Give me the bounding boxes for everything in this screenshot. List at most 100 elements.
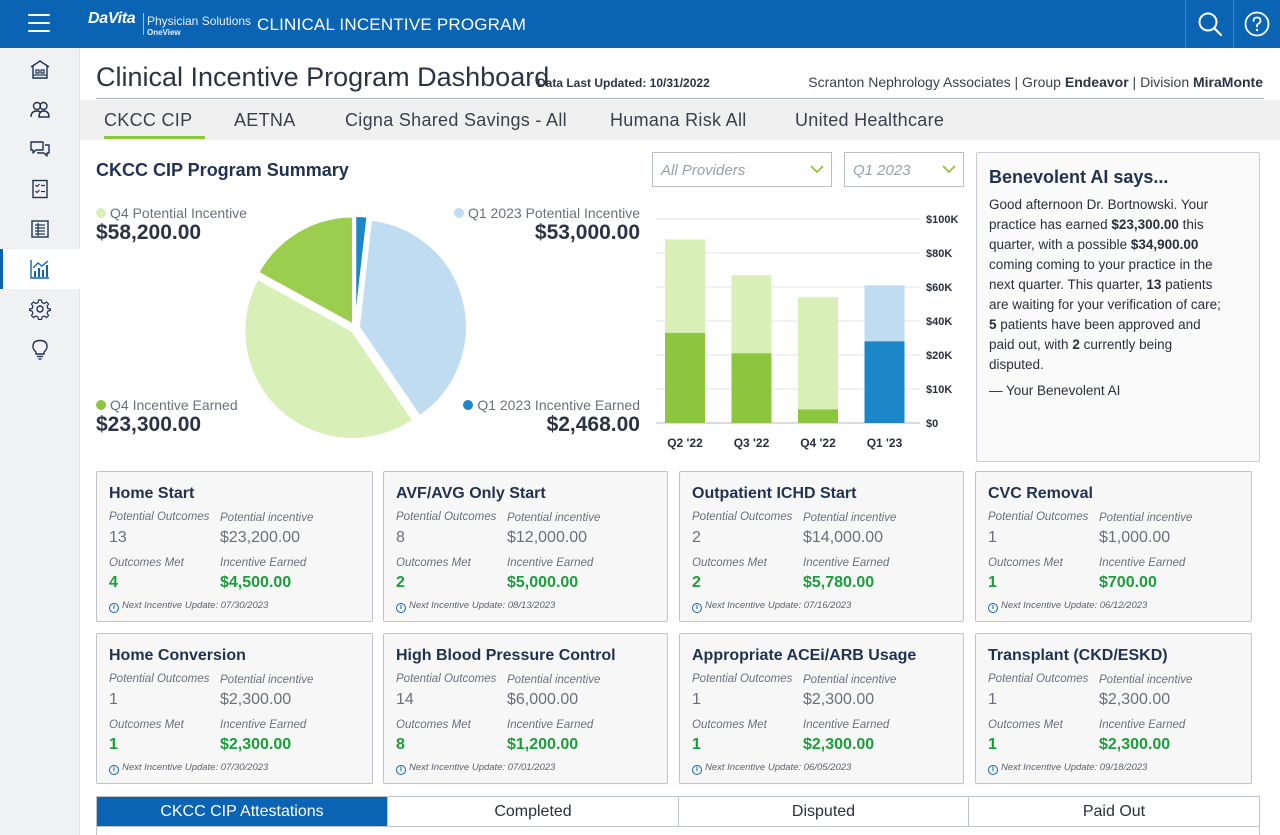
- incentive-earned-label: Incentive Earned: [220, 719, 307, 731]
- y-tick-label: $10K: [926, 384, 952, 396]
- potential-incentive-label: Potential incentive: [803, 512, 897, 524]
- potential-outcomes-label: Potential Outcomes: [109, 511, 210, 523]
- incentive-earned-value: $2,300.00: [220, 736, 292, 753]
- tab-aetna[interactable]: AETNA: [234, 110, 296, 130]
- info-icon: i: [692, 765, 702, 775]
- incentive-card[interactable]: Transplant (CKD/ESKD) Potential Outcomes P…: [975, 633, 1252, 784]
- incentive-card[interactable]: Home Start Potential Outcomes Potential in…: [96, 471, 373, 622]
- legend-dot: [453, 208, 464, 218]
- info-icon: i: [396, 603, 406, 613]
- ai-approved-count: 5: [989, 317, 997, 332]
- next-update: i Next Incentive Update: 07/16/2023: [692, 600, 851, 613]
- potential-outcomes-value: 1: [109, 691, 118, 708]
- sidebar-item-ideas[interactable]: [0, 329, 80, 369]
- group-name: Endeavor: [1064, 74, 1129, 90]
- potential-outcomes-value: 14: [396, 691, 414, 708]
- potential-outcomes-label: Potential Outcomes: [396, 673, 497, 685]
- legend-q1-earned: Q1 2023 Incentive Earned: [463, 397, 640, 413]
- potential-incentive-value: $23,200.00: [220, 529, 301, 546]
- logo-brand: DaVita: [88, 10, 136, 27]
- incentive-earned-label: Incentive Earned: [1099, 557, 1186, 569]
- q4-potential-amount: $58,200.00: [96, 221, 202, 244]
- y-tick-label: $80K: [926, 248, 952, 260]
- bar-earned: [665, 332, 705, 423]
- incentive-card[interactable]: Appropriate ACEi/ARB Usage Potential Outc…: [679, 633, 964, 784]
- sidebar-item-analytics[interactable]: [0, 249, 80, 289]
- quarterly-bar-chart: $0 $10K $20K $40K $60K $80K $100K Q2 '22 Q3 '22 Q…: [656, 214, 958, 450]
- next-update-label: Next Incentive Update:: [705, 600, 804, 611]
- next-update-date: 07/30/2023: [220, 762, 269, 773]
- x-tick-label: Q4 '22: [800, 436, 836, 450]
- potential-incentive-value: $2,300.00: [1099, 691, 1171, 708]
- page-title: Clinical Incentive Program Dashboard: [96, 62, 550, 92]
- sidebar-item-checklist[interactable]: [0, 169, 80, 209]
- incentive-earned-label: Incentive Earned: [507, 557, 594, 569]
- q1-potential-amount: $53,000.00: [534, 221, 640, 244]
- chevron-down-icon: [942, 165, 956, 174]
- next-update-label: Next Incentive Update:: [122, 762, 221, 773]
- card-title: Transplant (CKD/ESKD): [988, 647, 1168, 664]
- ai-text: Good afternoon Dr. Bortnowski. Your prac…: [989, 197, 1209, 232]
- next-update: i Next Incentive Update: 07/30/2023: [109, 762, 268, 775]
- messages-icon: [30, 141, 50, 157]
- sidebar-item-messages[interactable]: [0, 129, 80, 169]
- info-icon: i: [988, 603, 998, 613]
- potential-outcomes-label: Potential Outcomes: [396, 511, 497, 523]
- checklist-icon: [32, 179, 48, 199]
- tab-ckcc-cip[interactable]: CKCC CIP: [104, 110, 193, 130]
- sidebar-item-patients[interactable]: [0, 89, 80, 129]
- incentive-earned-label: Incentive Earned: [220, 557, 307, 569]
- ideas-icon: [32, 339, 48, 360]
- tab-ckcc-cip-attestations[interactable]: CKCC CIP Attestations: [97, 797, 388, 827]
- legend-dot: [96, 208, 106, 218]
- bar-earned: [864, 341, 905, 423]
- provider-select-value: All Providers: [661, 162, 746, 179]
- tab-cigna-shared-savings[interactable]: Cigna Shared Savings - All: [345, 110, 567, 130]
- outcomes-met-value: 4: [109, 574, 118, 591]
- tab-united-healthcare[interactable]: United Healthcare: [795, 110, 945, 130]
- ai-waiting-count: 13: [1146, 277, 1162, 292]
- potential-incentive-label: Potential incentive: [1099, 674, 1193, 686]
- next-update: i Next Incentive Update: 08/13/2023: [396, 600, 555, 613]
- incentive-card[interactable]: High Blood Pressure Control Potential Out…: [383, 633, 668, 784]
- incentive-card[interactable]: AVF/AVG Only Start Potential Outcomes Pote…: [383, 471, 668, 622]
- potential-incentive-label: Potential incentive: [1099, 512, 1193, 524]
- x-tick-label: Q2 '22: [667, 436, 703, 450]
- ai-text: currently being disputed.: [989, 337, 1173, 372]
- incentive-earned-value: $5,000.00: [507, 574, 579, 591]
- quarter-select[interactable]: Q1 2023: [844, 152, 964, 187]
- sidebar-item-reports[interactable]: [0, 209, 80, 249]
- sidebar-item-clinic[interactable]: [0, 49, 80, 89]
- tab-disputed[interactable]: Disputed: [679, 797, 969, 827]
- sidebar-item-settings[interactable]: [0, 289, 80, 329]
- potential-outcomes-label: Potential Outcomes: [692, 673, 793, 685]
- next-update: i Next Incentive Update: 07/01/2023: [396, 762, 555, 775]
- card-title: Home Conversion: [109, 647, 246, 664]
- bar-earned: [798, 409, 838, 423]
- sidebar: [0, 48, 80, 835]
- hamburger-menu-icon[interactable]: [28, 14, 50, 32]
- search-icon[interactable]: [1185, 0, 1233, 48]
- attestation-tabs: CKCC CIP Attestations Completed Disputed…: [96, 796, 1260, 835]
- info-icon: i: [396, 765, 406, 775]
- incentive-card[interactable]: Outpatient ICHD Start Potential Outcomes P…: [679, 471, 964, 622]
- legend-dot: [96, 400, 106, 410]
- analytics-icon: [30, 260, 49, 279]
- incentive-card[interactable]: Home Conversion Potential Outcomes Potenti…: [96, 633, 373, 784]
- potential-incentive-label: Potential incentive: [220, 674, 314, 686]
- potential-outcomes-label: Potential Outcomes: [988, 673, 1089, 685]
- outcomes-met-label: Outcomes Met: [109, 719, 184, 731]
- incentive-card[interactable]: CVC Removal Potential Outcomes Potential i…: [975, 471, 1252, 622]
- tab-completed[interactable]: Completed: [388, 797, 679, 827]
- provider-select[interactable]: All Providers: [652, 152, 832, 187]
- help-icon[interactable]: [1233, 0, 1280, 48]
- card-title: Home Start: [109, 485, 195, 502]
- next-update: i Next Incentive Update: 07/30/2023: [109, 600, 268, 613]
- potential-outcomes-value: 1: [988, 691, 997, 708]
- ai-title: Benevolent AI says...: [989, 167, 1169, 187]
- potential-outcomes-value: 8: [396, 529, 405, 546]
- tab-humana-risk[interactable]: Humana Risk All: [610, 110, 747, 130]
- outcomes-met-label: Outcomes Met: [692, 719, 767, 731]
- ai-disputed-count: 2: [1072, 337, 1080, 352]
- tab-paid-out[interactable]: Paid Out: [969, 797, 1259, 827]
